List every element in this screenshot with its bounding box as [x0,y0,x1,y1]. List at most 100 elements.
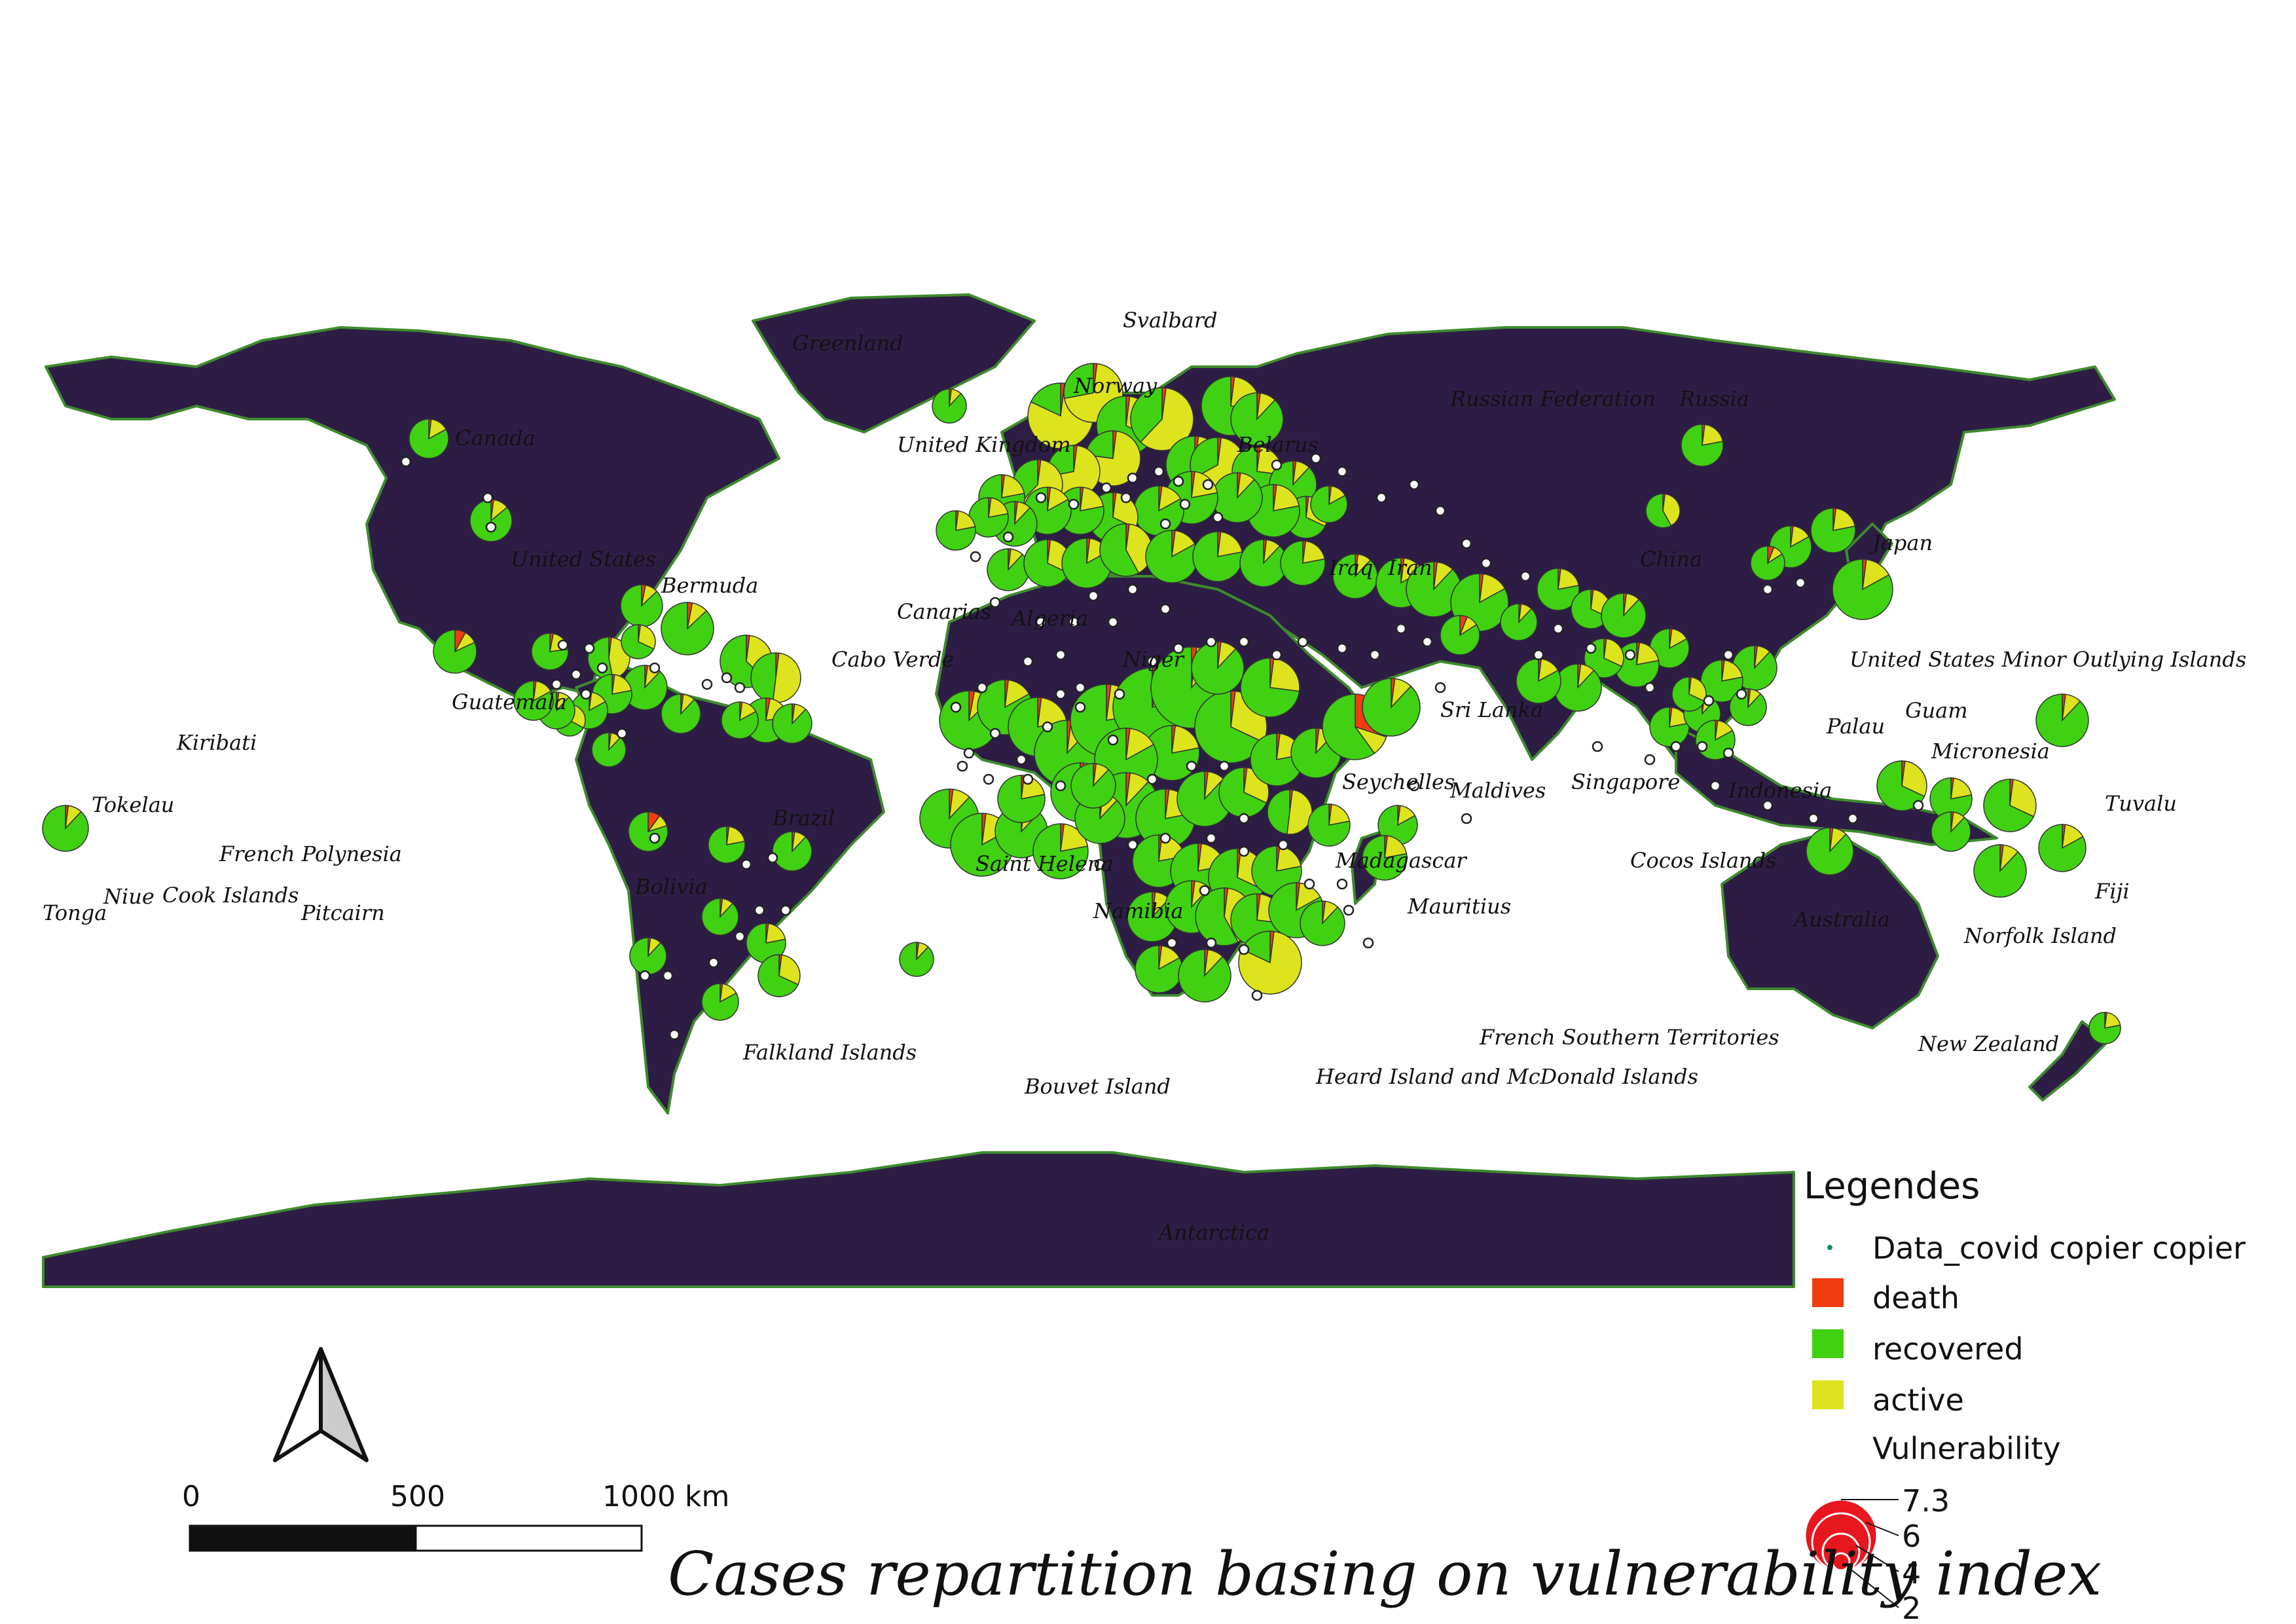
pie-slice [1636,642,1660,665]
pie-marker [1130,387,1194,451]
pie-slice [708,826,746,864]
pie-marker [621,624,656,659]
data-point-marker [1068,498,1080,510]
data-point-marker [1114,688,1125,700]
data-point-marker [1343,904,1355,916]
data-point-marker [1709,780,1721,792]
place-label-maldives: Maldives [1449,778,1546,803]
data-point-marker [485,521,497,533]
pie-slice [968,497,1009,538]
pie-marker [1310,485,1348,523]
data-point-marker [1127,583,1139,595]
data-point-marker [1173,642,1184,654]
pie-marker [42,805,89,852]
pie-slice [1230,392,1284,446]
data-point-marker [734,682,746,693]
pie-slice [1240,657,1300,718]
data-point-marker [1202,479,1214,490]
pie-slice [1649,707,1690,747]
pie-marker [1876,760,1927,811]
pie-marker [1973,844,2027,898]
pie-slice [1681,424,1724,467]
data-point-marker [1035,616,1047,628]
data-point-marker [482,492,494,504]
pie-marker [1929,777,1973,821]
pie-marker [1832,559,1893,620]
place-label-cabo-verde: Cabo Verde [831,647,954,672]
pie-marker [721,701,759,739]
landmass-southeast-asia-islands [1675,726,1998,846]
data-point-marker [970,551,981,563]
pie-slice [409,418,449,459]
pie-marker [1440,615,1480,655]
pie-marker [936,510,976,551]
data-point-marker [721,672,733,684]
place-label-falkland-islands: Falkland Islands [742,1040,917,1065]
place-label-bolivia: Bolivia [634,874,708,899]
pie-layer [42,363,2121,1044]
legend-item-recovered: recovered [1872,1331,2024,1367]
pie-marker [708,826,746,864]
place-label-iraq: Iraq [1328,555,1374,580]
pie-slice [936,510,976,551]
pie-slice [778,954,801,986]
pie-marker [1192,531,1243,582]
place-label-greenland: Greenland [792,331,903,356]
map-title: Cases repartition basing on vulnerabilit… [668,1539,2102,1609]
pie-marker [2088,1012,2121,1044]
data-point-marker [1592,741,1603,752]
data-point-marker [1670,741,1682,752]
pie-marker [1070,763,1116,809]
pie-slice [1983,779,2035,832]
pie-marker [1332,553,1378,599]
pie-slice [1171,725,1200,754]
pie-marker [1750,545,1785,581]
data-point-marker [1127,839,1139,851]
place-label-namibia: Namibia [1093,898,1183,923]
pie-marker [1406,561,1462,618]
data-point-marker [1336,642,1348,654]
data-point-marker [1408,780,1420,792]
place-label-french-southern-territories: French Southern Territories [1479,1025,1779,1050]
place-label-antarctica: Antarctica [1157,1220,1269,1245]
data-point-marker [1002,531,1014,543]
data-point-marker [1022,655,1034,667]
pie-marker [1671,676,1707,712]
data-point-marker [957,760,968,772]
data-point-marker [740,858,752,870]
pie-slice [1810,507,1856,553]
data-point-marker [1461,813,1472,824]
pie-slice [1558,568,1580,590]
pie-slice [1307,803,1351,847]
legend-item-active: active [1872,1382,1964,1418]
pie-slice [1037,697,1068,728]
pie-slice [661,602,714,655]
pie-marker [1614,642,1660,688]
data-point-marker [950,701,962,713]
pie-marker [1230,392,1284,446]
pie-marker [469,499,513,542]
pie-slice [1554,663,1602,712]
pie-marker [433,629,477,674]
pie-marker [701,983,739,1021]
place-label-norfolk-island: Norfolk Island [1963,923,2117,948]
pie-marker [1500,603,1538,641]
place-label-svalbard: Svalbard [1123,308,1218,333]
pie-slice [1191,641,1245,695]
pie-slice [772,831,812,872]
pie-marker [1681,424,1724,467]
place-label-madagascar: Madagascar [1335,848,1467,873]
legend-death-swatch [1812,1278,1844,1307]
data-point-marker [1205,937,1217,949]
pie-marker [531,633,569,671]
pie-slice [701,983,739,1021]
data-point-marker [1277,839,1289,851]
data-point-marker [1205,832,1217,844]
place-label-united-states-minor-outlying-islands: United States Minor Outlying Islands [1850,647,2246,672]
place-label-micronesia: Micronesia [1931,739,2050,764]
pie-marker [968,497,1009,538]
pie-slice [1931,811,1971,852]
place-label-belarus: Belarus [1237,432,1319,457]
data-point-marker [1336,878,1348,890]
data-point-marker [1644,682,1656,693]
